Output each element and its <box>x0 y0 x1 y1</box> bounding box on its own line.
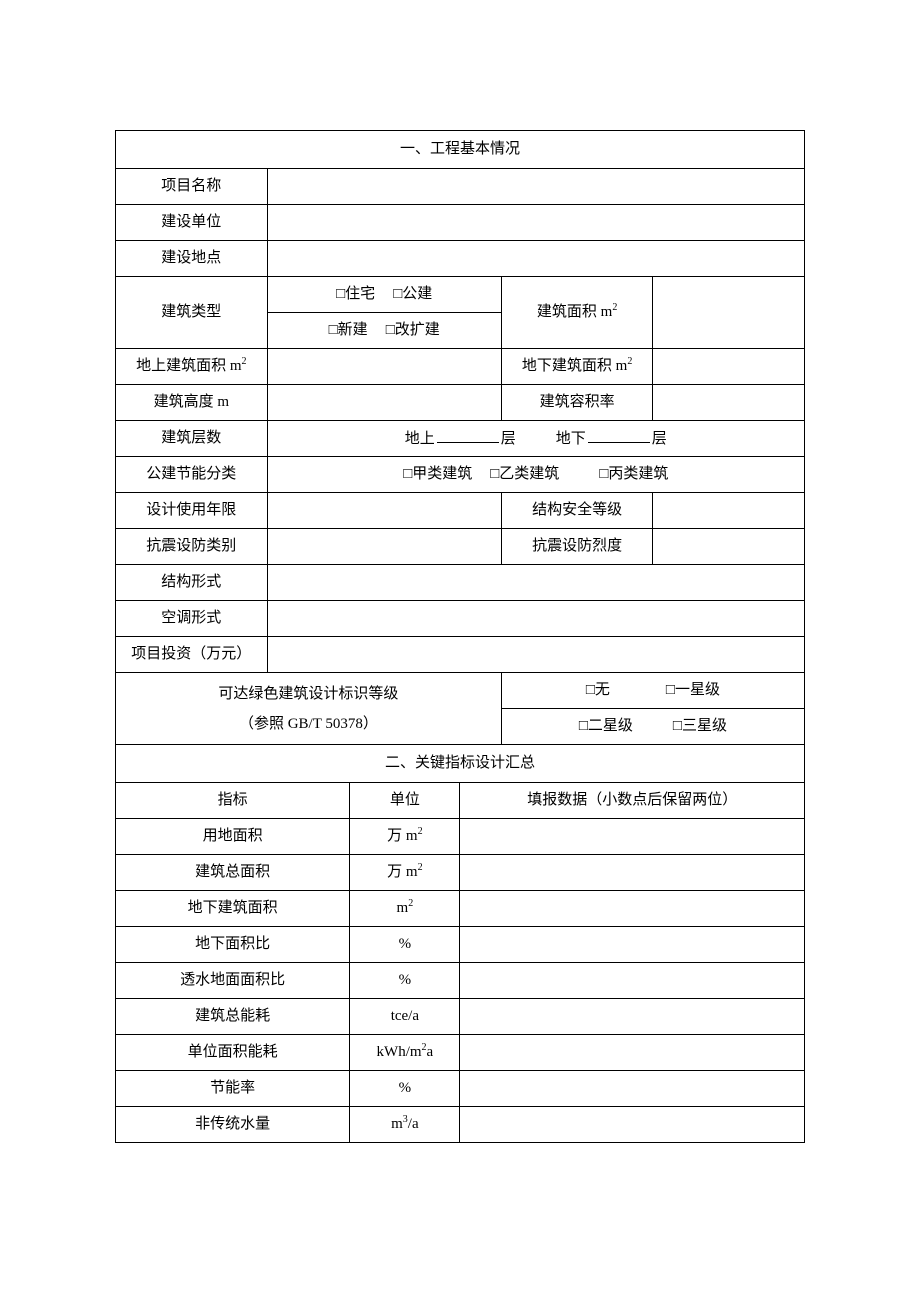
input-structural-safety[interactable] <box>653 493 805 529</box>
label-ac-form: 空调形式 <box>116 601 268 637</box>
indicator-label: 透水地面面积比 <box>116 963 350 999</box>
indicator-value[interactable] <box>460 1107 805 1143</box>
checkbox-public[interactable]: □公建 <box>393 286 432 302</box>
indicator-value[interactable] <box>460 1035 805 1071</box>
checkbox-green-none[interactable]: □无 <box>586 682 610 698</box>
building-type-row2[interactable]: □新建 □改扩建 <box>267 313 501 349</box>
indicator-unit: 万 m2 <box>350 819 460 855</box>
label-structural-safety: 结构安全等级 <box>501 493 653 529</box>
input-above-ground-area[interactable] <box>267 349 501 385</box>
col-unit: 单位 <box>350 783 460 819</box>
input-plot-ratio[interactable] <box>653 385 805 421</box>
input-structure-form[interactable] <box>267 565 804 601</box>
indicator-label: 单位面积能耗 <box>116 1035 350 1071</box>
col-indicator: 指标 <box>116 783 350 819</box>
label-investment: 项目投资（万元） <box>116 637 268 673</box>
indicator-value[interactable] <box>460 855 805 891</box>
checkbox-class-a[interactable]: □甲类建筑 <box>403 466 472 482</box>
checkbox-green-2star[interactable]: □二星级 <box>579 718 633 734</box>
indicator-unit: tce/a <box>350 999 460 1035</box>
indicator-unit: m2 <box>350 891 460 927</box>
indicator-label: 建筑总面积 <box>116 855 350 891</box>
label-floor-count: 建筑层数 <box>116 421 268 457</box>
label-seismic-category: 抗震设防类别 <box>116 529 268 565</box>
section1-title: 一、工程基本情况 <box>116 131 805 169</box>
checkbox-green-3star[interactable]: □三星级 <box>673 718 727 734</box>
label-building-height: 建筑高度 m <box>116 385 268 421</box>
input-under-ground-area[interactable] <box>653 349 805 385</box>
green-level-row2[interactable]: □二星级 □三星级 <box>501 709 804 745</box>
indicator-value[interactable] <box>460 927 805 963</box>
indicator-unit: 万 m2 <box>350 855 460 891</box>
indicator-label: 用地面积 <box>116 819 350 855</box>
indicator-unit: kWh/m2a <box>350 1035 460 1071</box>
indicator-label: 节能率 <box>116 1071 350 1107</box>
label-above-ground-area: 地上建筑面积 m2 <box>116 349 268 385</box>
label-construction-unit: 建设单位 <box>116 205 268 241</box>
indicator-value[interactable] <box>460 999 805 1035</box>
indicator-label: 地下面积比 <box>116 927 350 963</box>
checkbox-new[interactable]: □新建 <box>329 322 368 338</box>
indicator-unit: m3/a <box>350 1107 460 1143</box>
input-project-name[interactable] <box>267 169 804 205</box>
input-public-energy-class[interactable]: □甲类建筑 □乙类建筑 □丙类建筑 <box>267 457 804 493</box>
label-seismic-intensity: 抗震设防烈度 <box>501 529 653 565</box>
checkbox-expand[interactable]: □改扩建 <box>386 322 440 338</box>
input-seismic-category[interactable] <box>267 529 501 565</box>
checkbox-class-c[interactable]: □丙类建筑 <box>599 466 668 482</box>
input-floor-count[interactable]: 地上层地下层 <box>267 421 804 457</box>
input-construction-unit[interactable] <box>267 205 804 241</box>
green-level-row1[interactable]: □无 □一星级 <box>501 673 804 709</box>
label-structure-form: 结构形式 <box>116 565 268 601</box>
form-table: 一、工程基本情况 项目名称 建设单位 建设地点 建筑类型 □住宅 □公建 建筑面积… <box>115 130 805 1143</box>
indicator-unit: % <box>350 963 460 999</box>
label-under-ground-area: 地下建筑面积 m2 <box>501 349 653 385</box>
building-type-row1[interactable]: □住宅 □公建 <box>267 277 501 313</box>
input-design-life[interactable] <box>267 493 501 529</box>
label-construction-location: 建设地点 <box>116 241 268 277</box>
input-building-area[interactable] <box>653 277 805 349</box>
input-seismic-intensity[interactable] <box>653 529 805 565</box>
section2-title: 二、关键指标设计汇总 <box>116 745 805 783</box>
indicator-value[interactable] <box>460 963 805 999</box>
checkbox-green-1star[interactable]: □一星级 <box>666 682 720 698</box>
input-construction-location[interactable] <box>267 241 804 277</box>
label-building-type: 建筑类型 <box>116 277 268 349</box>
label-plot-ratio: 建筑容积率 <box>501 385 653 421</box>
label-project-name: 项目名称 <box>116 169 268 205</box>
input-investment[interactable] <box>267 637 804 673</box>
indicator-label: 地下建筑面积 <box>116 891 350 927</box>
indicator-label: 建筑总能耗 <box>116 999 350 1035</box>
indicator-value[interactable] <box>460 891 805 927</box>
label-design-life: 设计使用年限 <box>116 493 268 529</box>
input-ac-form[interactable] <box>267 601 804 637</box>
indicator-label: 非传统水量 <box>116 1107 350 1143</box>
label-public-energy-class: 公建节能分类 <box>116 457 268 493</box>
indicator-unit: % <box>350 927 460 963</box>
col-value: 填报数据（小数点后保留两位） <box>460 783 805 819</box>
indicator-value[interactable] <box>460 1071 805 1107</box>
input-building-height[interactable] <box>267 385 501 421</box>
indicator-unit: % <box>350 1071 460 1107</box>
label-green-level: 可达绿色建筑设计标识等级 （参照 GB/T 50378） <box>116 673 502 745</box>
label-building-area: 建筑面积 m2 <box>501 277 653 349</box>
checkbox-class-b[interactable]: □乙类建筑 <box>490 466 559 482</box>
checkbox-residential[interactable]: □住宅 <box>336 286 375 302</box>
indicator-value[interactable] <box>460 819 805 855</box>
